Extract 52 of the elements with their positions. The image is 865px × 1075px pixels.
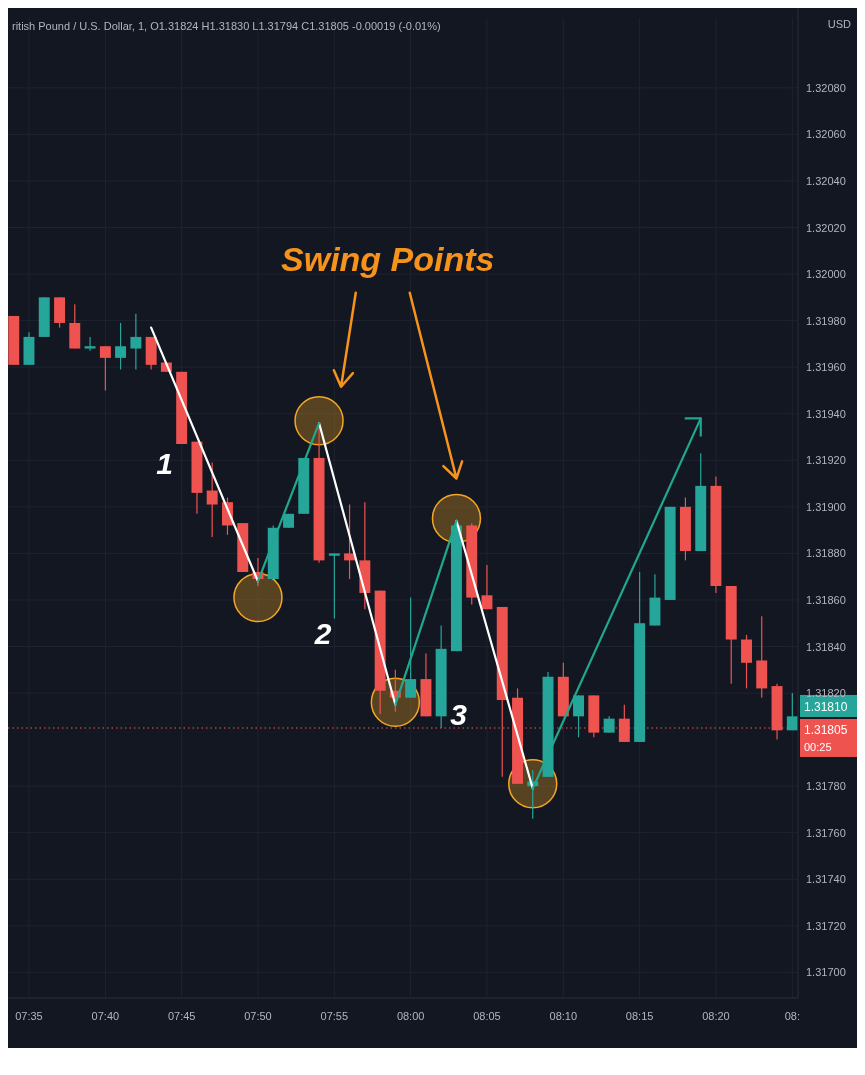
x-tick-label: 07:35 (15, 1010, 43, 1022)
x-tick-label: 08:05 (473, 1010, 501, 1022)
y-tick-label: 1.32040 (806, 174, 846, 187)
candlestick (344, 503, 356, 580)
x-tick-label: 08:10 (549, 1010, 578, 1022)
candlestick (481, 564, 493, 610)
y-tick-label: 1.32000 (806, 268, 846, 281)
candlestick (130, 313, 142, 371)
annotation: 3 (450, 697, 468, 731)
candlestick (206, 462, 218, 538)
y-tick-label: 1.32020 (806, 221, 846, 234)
y-tick-label: 1.31740 (806, 873, 846, 886)
point (294, 395, 344, 446)
x-tick-label: 07:45 (167, 1010, 196, 1022)
annotation: Swing Points (281, 239, 495, 278)
y-axis-title: USD (827, 18, 852, 30)
candlestick (115, 322, 127, 371)
candlestick (573, 694, 585, 738)
x-tick-label: 07:55 (320, 1010, 349, 1022)
y-tick-label: 1.31840 (806, 640, 846, 653)
y-tick-label: 1.31720 (806, 919, 846, 932)
chart-title: ritish Pound / U.S. Dollar, 1, O1.31824 H1.31830 L1.31794 C1.31805 -0.00019 (-0.01%) (12, 20, 441, 32)
y-tick-label: 1.31900 (806, 500, 846, 513)
x-tick-label: 08:20 (702, 1010, 730, 1022)
text: 1.31810 (804, 699, 848, 714)
candlestick (328, 552, 340, 620)
candlestick (84, 336, 96, 352)
y-tick-label: 1.31780 (806, 780, 846, 793)
y-tick-label: 1.32080 (806, 81, 846, 94)
y-tick-label: 1.31700 (806, 966, 846, 979)
text: 00:25 (804, 740, 832, 753)
y-tick-label: 1.31980 (806, 314, 846, 327)
y-tick-label: 1.31760 (806, 826, 846, 839)
y-tick-label: 1.31960 (806, 361, 846, 374)
candlestick (405, 597, 417, 699)
candlestick (741, 634, 752, 689)
x-tick-label: 08:00 (396, 1010, 425, 1022)
y-tick-label: 1.31920 (806, 454, 846, 467)
y-tick-label: 1.31880 (806, 547, 846, 560)
candlestick (99, 345, 111, 392)
x-tick-label: 07:40 (91, 1010, 120, 1022)
ref-line-label: 1.31805 (804, 722, 848, 737)
annotation: 2 (313, 616, 332, 650)
candlestick (786, 692, 798, 731)
y-tick-label: 1.32060 (806, 128, 846, 141)
x-tick-label: 08:15 (625, 1010, 654, 1022)
x-tick-label: 07:50 (244, 1010, 272, 1022)
point (233, 572, 283, 623)
y-tick-label: 1.31860 (806, 593, 846, 606)
y-tick-label: 1.31940 (806, 407, 846, 420)
x-tick-label: 08: (784, 1010, 800, 1022)
annotation: 1 (156, 447, 173, 481)
